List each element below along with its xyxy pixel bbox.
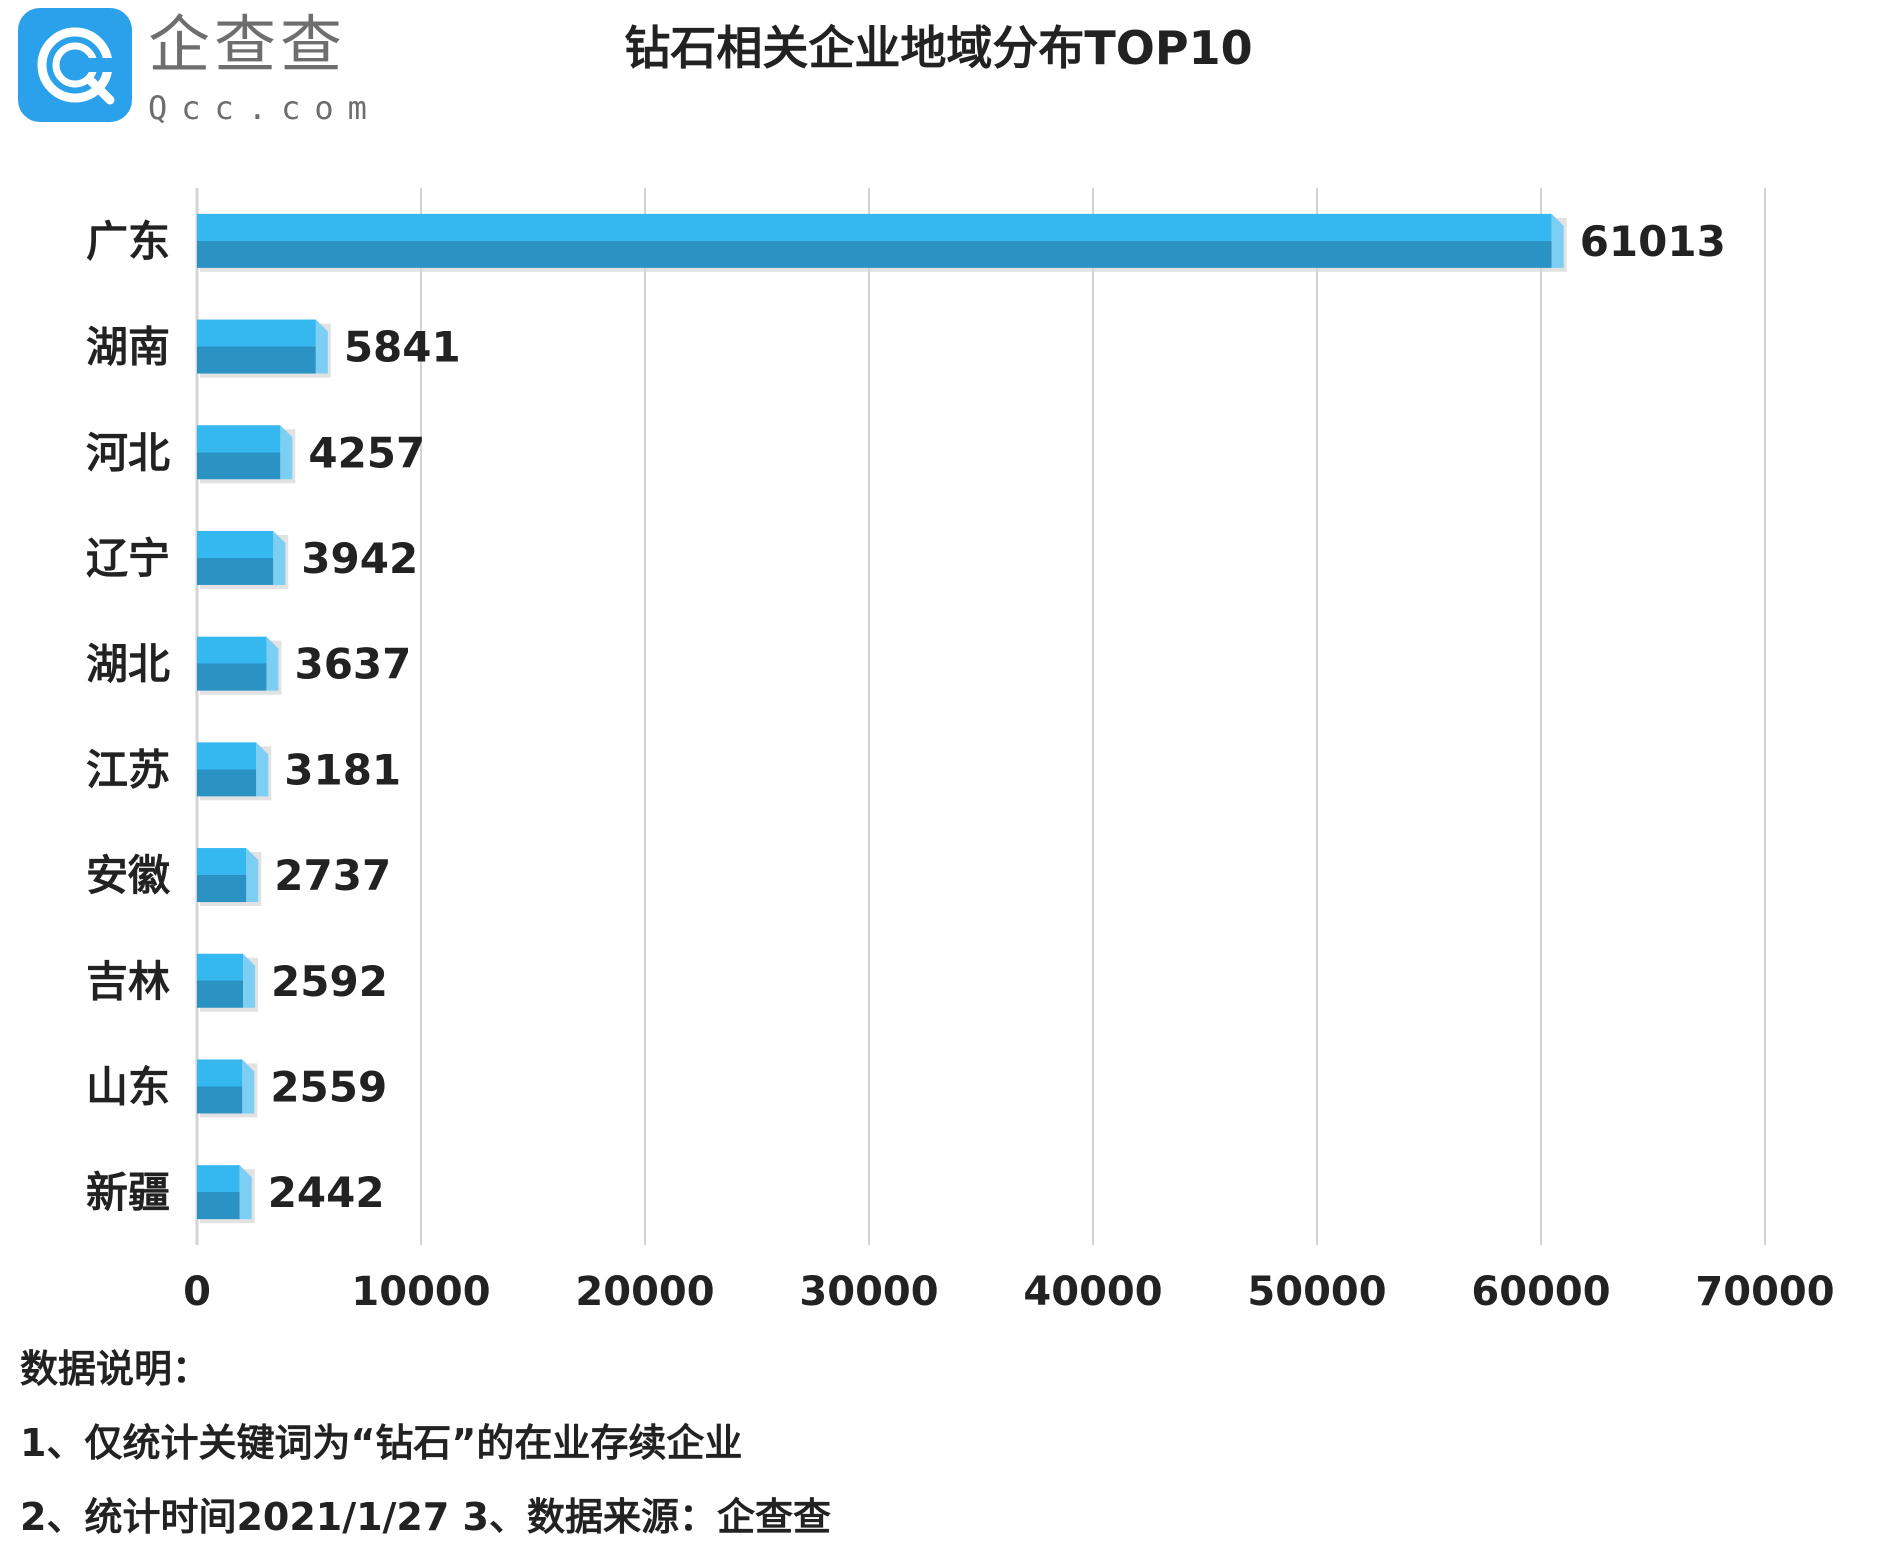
value-label-3: 3942	[301, 534, 418, 583]
bar-安徽	[197, 848, 247, 903]
bar-江苏	[197, 742, 257, 797]
bar-湖南	[197, 319, 316, 374]
value-label-9: 2442	[268, 1168, 385, 1217]
bar-end-江苏	[256, 742, 269, 797]
bar-end-湖北	[266, 636, 279, 691]
qcc-logo-badge-icon	[18, 8, 132, 122]
bar-end-安徽	[246, 848, 259, 903]
bar-吉林	[197, 953, 244, 1008]
category-label-3: 辽宁	[86, 534, 170, 583]
category-label-8: 山东	[86, 1062, 170, 1111]
value-label-1: 5841	[344, 323, 461, 372]
x-tick-label-70000: 70000	[1695, 1269, 1834, 1315]
notes-line-1: 1、仅统计关键词为“钻石”的在业存续企业	[20, 1421, 743, 1465]
bar-end-河北	[280, 425, 293, 480]
bar-end-湖南	[315, 319, 328, 374]
bar-广东	[197, 213, 1552, 268]
bar-end-新疆	[239, 1165, 252, 1220]
x-tick-label-0: 0	[183, 1269, 211, 1315]
category-label-7: 吉林	[86, 957, 170, 1006]
category-label-9: 新疆	[86, 1168, 170, 1217]
category-label-4: 湖北	[86, 640, 170, 689]
value-label-2: 4257	[308, 428, 425, 477]
value-label-4: 3637	[294, 640, 411, 689]
x-tick-label-20000: 20000	[575, 1269, 714, 1315]
x-tick-label-40000: 40000	[1023, 1269, 1162, 1315]
bar-新疆	[197, 1165, 240, 1220]
bar-end-吉林	[243, 953, 256, 1008]
notes-heading: 数据说明：	[20, 1347, 211, 1391]
bar-end-辽宁	[273, 530, 286, 585]
x-tick-label-30000: 30000	[799, 1269, 938, 1315]
category-label-5: 江苏	[86, 745, 170, 794]
bar-湖北	[197, 636, 267, 691]
value-label-7: 2592	[271, 957, 388, 1006]
x-tick-label-50000: 50000	[1247, 1269, 1386, 1315]
value-label-0: 61013	[1580, 217, 1726, 266]
category-label-1: 湖南	[86, 323, 170, 372]
bar-end-广东	[1551, 213, 1564, 268]
bar-end-山东	[242, 1059, 255, 1114]
bar-河北	[197, 425, 281, 480]
category-label-2: 河北	[86, 428, 170, 477]
x-tick-label-10000: 10000	[351, 1269, 490, 1315]
logo-brand-cn: 企查查	[148, 8, 347, 81]
logo-brand-en: Qcc.com	[148, 89, 381, 127]
x-tick-label-60000: 60000	[1471, 1269, 1610, 1315]
qcc-logo: 企查查 Qcc.com	[18, 8, 367, 126]
data-notes: 数据说明： 1、仅统计关键词为“钻石”的在业存续企业 2、统计时间2021/1/…	[20, 1345, 831, 1567]
chart-title: 钻石相关企业地域分布TOP10	[624, 21, 1253, 75]
category-label-6: 安徽	[86, 851, 171, 900]
category-label-0: 广东	[86, 217, 170, 266]
value-label-6: 2737	[274, 851, 391, 900]
value-label-8: 2559	[270, 1062, 387, 1111]
notes-line-2: 2、统计时间2021/1/27 3、数据来源：企查查	[20, 1495, 831, 1539]
bar-山东	[197, 1059, 243, 1114]
bar-chart: 0 10000 20000 30000 40000 50000 60000 70000 广东 61…	[86, 188, 1835, 1315]
bar-辽宁	[197, 530, 274, 585]
value-label-5: 3181	[284, 745, 401, 794]
